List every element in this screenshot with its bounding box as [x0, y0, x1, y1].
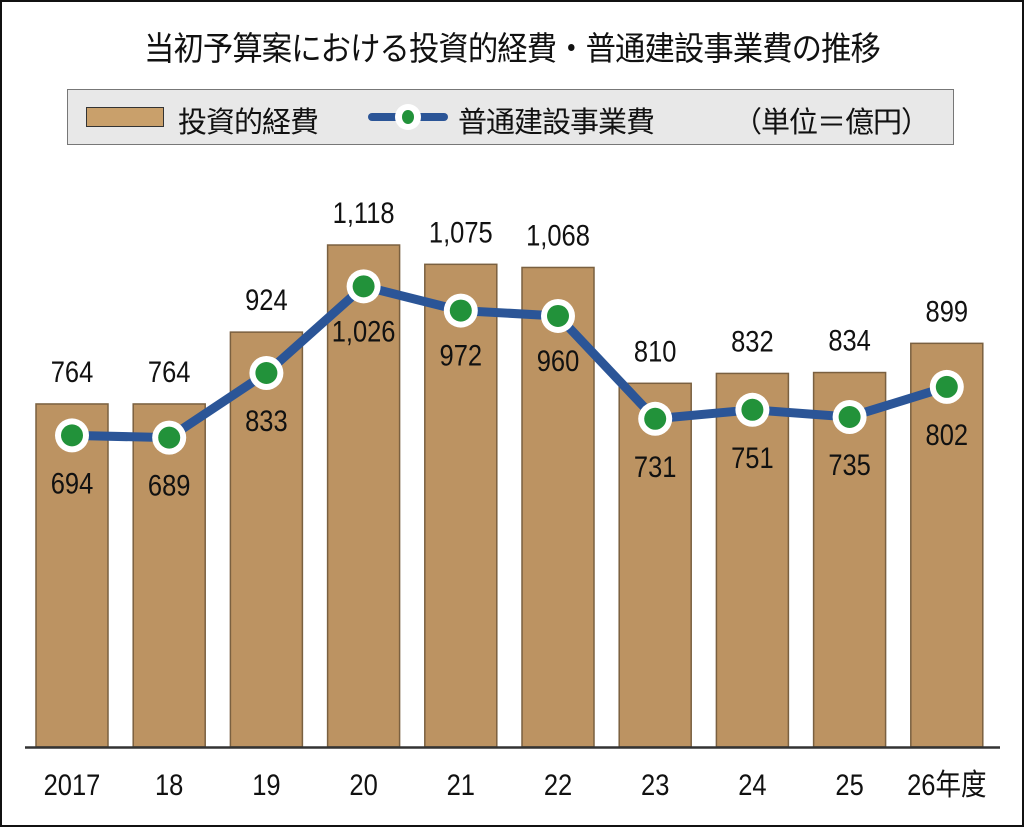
line-marker [352, 275, 375, 298]
bar-value-label: 1,075 [429, 215, 493, 248]
line-series [71, 281, 949, 443]
bar-value-label: 764 [148, 355, 191, 388]
line-marker [935, 375, 958, 398]
line-marker [449, 299, 472, 322]
bar [618, 382, 692, 748]
bar-value-label: 832 [731, 324, 774, 357]
line-value-label: 972 [440, 339, 483, 372]
line-value-label: 689 [148, 469, 191, 502]
bar-value-label: 1,068 [526, 219, 590, 252]
bar [229, 331, 304, 748]
line-marker [255, 361, 278, 384]
line-marker [838, 405, 861, 428]
x-tick-label: 24 [738, 768, 766, 801]
x-tick-label: 25 [835, 768, 863, 801]
bar-value-label: 899 [926, 294, 969, 327]
x-tick-label: 21 [447, 768, 475, 801]
bar [910, 342, 984, 748]
x-tick-label: 26年度 [907, 768, 986, 801]
legend-bar-swatch [86, 107, 164, 127]
bar [424, 263, 498, 748]
bar-value-label: 1,118 [333, 196, 395, 229]
bar-value-label: 834 [828, 324, 871, 357]
legend: 投資的経費 普通建設事業費 （単位＝億円） [67, 89, 954, 145]
line-marker [644, 407, 667, 430]
line-marker [61, 424, 83, 447]
line-value-label: 1,026 [332, 314, 396, 347]
line-value-label: 731 [634, 450, 677, 483]
x-tick-label: 23 [641, 768, 669, 801]
x-tick-label: 18 [155, 768, 183, 801]
x-tick-label: 19 [252, 768, 280, 801]
x-tick-label: 22 [544, 768, 572, 801]
line-marker [158, 426, 181, 449]
chart-title: 当初予算案における投資的経費・普通建設事業費の推移 [144, 29, 881, 68]
line-value-label: 802 [926, 418, 969, 451]
legend-unit-note: （単位＝億円） [733, 105, 930, 139]
legend-line-label: 普通建設事業費 [458, 105, 655, 139]
bar [35, 403, 109, 748]
legend-bar-label: 投資的経費 [178, 105, 319, 139]
x-tick-label: 2017 [44, 768, 101, 801]
line-value-label: 694 [51, 466, 94, 499]
line-marker [547, 304, 569, 327]
bar [132, 403, 206, 748]
bar [326, 244, 401, 748]
line-value-label: 960 [537, 344, 580, 377]
line-value-label: 833 [245, 404, 288, 437]
line-value-label: 735 [828, 448, 871, 481]
line-value-label: 751 [731, 441, 774, 474]
bar-value-label: 810 [634, 334, 677, 367]
legend-line-marker [395, 104, 421, 130]
x-tick-label: 20 [349, 768, 377, 801]
line-marker [741, 398, 764, 421]
bar-value-label: 764 [51, 355, 94, 388]
bar [715, 372, 790, 748]
bar-value-label: 924 [245, 283, 288, 316]
